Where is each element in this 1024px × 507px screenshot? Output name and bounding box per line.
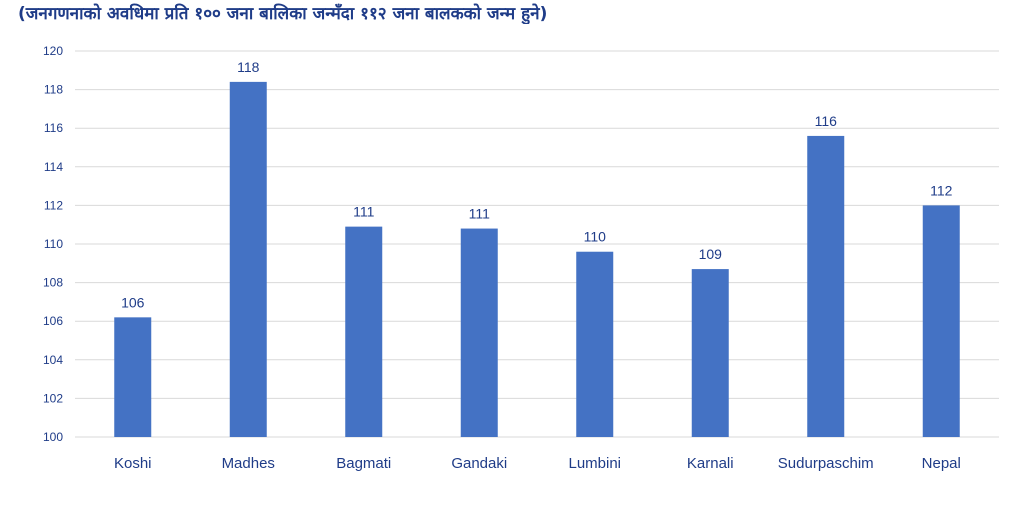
x-tick-label: Sudurpaschim — [778, 455, 874, 472]
y-tick-label: 108 — [43, 276, 63, 290]
y-tick-label: 104 — [43, 353, 63, 367]
y-tick-label: 118 — [44, 83, 63, 97]
y-tick-label: 110 — [44, 237, 63, 251]
x-tick-label: Bagmati — [336, 455, 391, 472]
y-tick-label: 106 — [43, 314, 63, 328]
y-tick-label: 114 — [44, 160, 63, 174]
chart-subtitle: (जनगणनाको अवधिमा प्रति १०० जना बालिका जन… — [18, 4, 548, 24]
x-tick-label: Madhes — [222, 455, 275, 472]
y-tick-label: 112 — [44, 198, 63, 212]
bar — [922, 205, 960, 437]
x-tick-label: Nepal — [922, 455, 961, 472]
data-label: 116 — [815, 113, 838, 129]
bar — [460, 228, 498, 437]
y-tick-label: 116 — [44, 121, 63, 135]
x-tick-label: Lumbini — [568, 455, 621, 472]
y-tick-label: 120 — [43, 44, 63, 58]
bar — [345, 226, 383, 437]
data-label: 109 — [699, 246, 723, 262]
data-label: 106 — [121, 294, 145, 310]
data-label: 118 — [237, 59, 260, 75]
y-tick-label: 102 — [43, 391, 63, 405]
bar — [691, 269, 729, 437]
data-label: 111 — [353, 204, 374, 220]
bar — [807, 135, 845, 438]
data-label: 111 — [469, 206, 490, 222]
x-tick-label: Gandaki — [451, 455, 507, 472]
bar — [114, 317, 152, 437]
data-label: 112 — [930, 182, 953, 198]
bar — [229, 81, 267, 437]
x-tick-label: Karnali — [687, 455, 734, 472]
bar — [576, 251, 614, 437]
y-tick-label: 100 — [43, 430, 63, 444]
x-tick-label: Koshi — [114, 455, 152, 472]
data-label: 110 — [584, 229, 607, 245]
